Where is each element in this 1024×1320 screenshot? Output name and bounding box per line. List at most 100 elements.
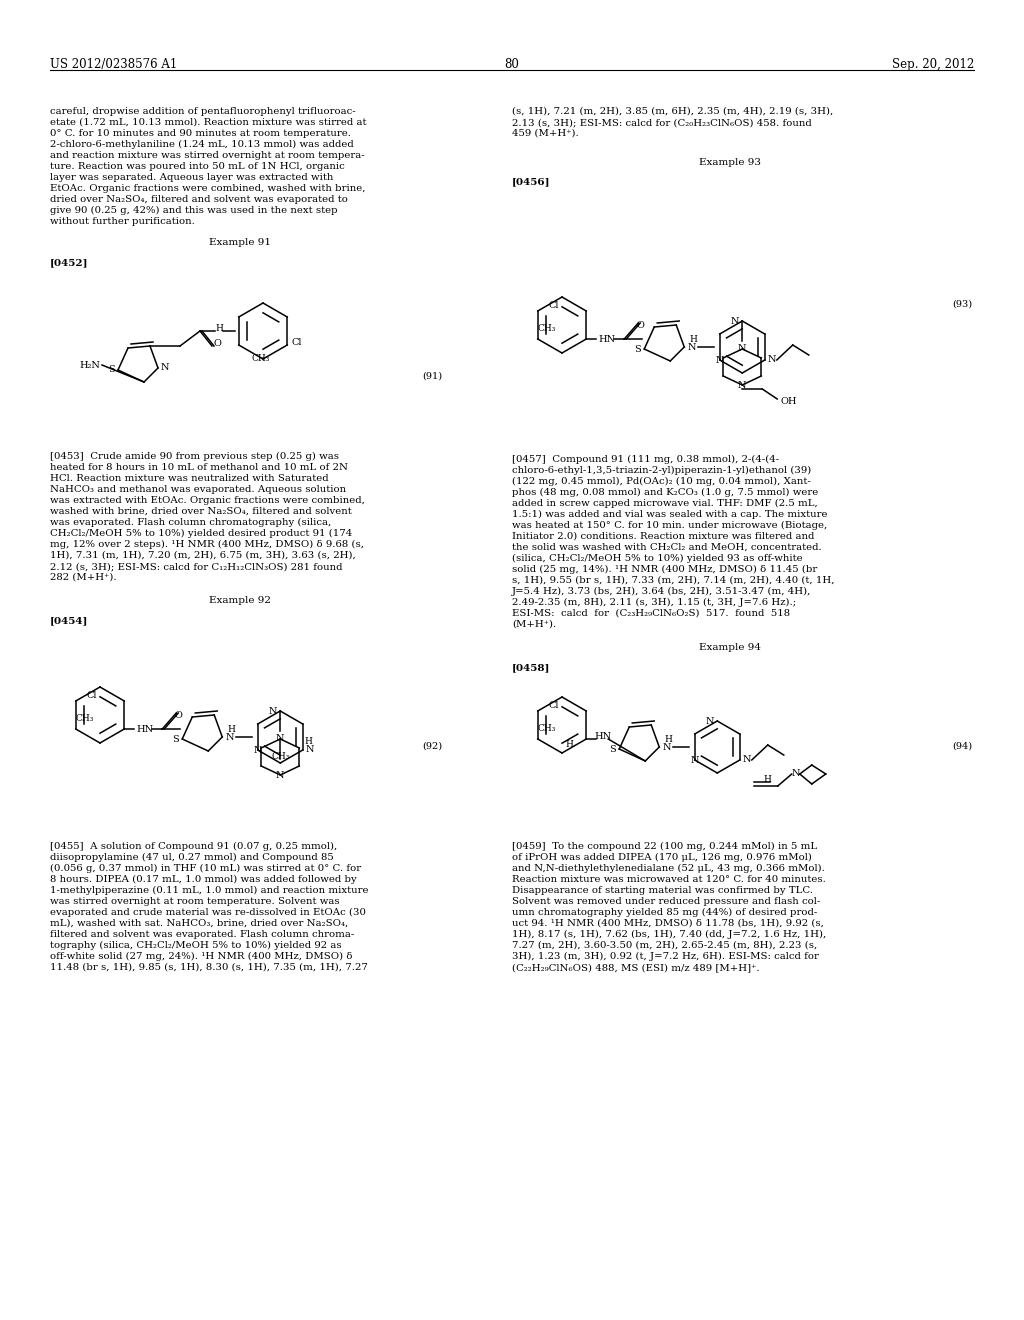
Text: N: N — [268, 706, 278, 715]
Text: phos (48 mg, 0.08 mmol) and K₂CO₃ (1.0 g, 7.5 mmol) were: phos (48 mg, 0.08 mmol) and K₂CO₃ (1.0 g… — [512, 488, 818, 498]
Text: CH₃: CH₃ — [538, 723, 556, 733]
Text: Example 92: Example 92 — [209, 597, 271, 605]
Text: N: N — [706, 717, 715, 726]
Text: 459 (M+H⁺).: 459 (M+H⁺). — [512, 129, 579, 139]
Text: O: O — [213, 339, 221, 348]
Text: N: N — [690, 756, 699, 766]
Text: N: N — [254, 746, 262, 755]
Text: uct 94. ¹H NMR (400 MHz, DMSO) δ 11.78 (bs, 1H), 9.92 (s,: uct 94. ¹H NMR (400 MHz, DMSO) δ 11.78 (… — [512, 919, 824, 928]
Text: ture. Reaction was poured into 50 mL of 1N HCl, organic: ture. Reaction was poured into 50 mL of … — [50, 162, 345, 172]
Text: N: N — [276, 734, 285, 743]
Text: Reaction mixture was microwaved at 120° C. for 40 minutes.: Reaction mixture was microwaved at 120° … — [512, 875, 826, 884]
Text: [0452]: [0452] — [50, 257, 88, 267]
Text: evaporated and crude material was re-dissolved in EtOAc (30: evaporated and crude material was re-dis… — [50, 908, 366, 917]
Text: was extracted with EtOAc. Organic fractions were combined,: was extracted with EtOAc. Organic fracti… — [50, 496, 365, 506]
Text: solid (25 mg, 14%). ¹H NMR (400 MHz, DMSO) δ 11.45 (br: solid (25 mg, 14%). ¹H NMR (400 MHz, DMS… — [512, 565, 817, 574]
Text: H: H — [689, 335, 697, 345]
Text: washed with brine, dried over Na₂SO₄, filtered and solvent: washed with brine, dried over Na₂SO₄, fi… — [50, 507, 352, 516]
Text: S: S — [172, 734, 179, 743]
Text: ESI-MS:  calcd  for  (C₂₃H₂₉ClN₆O₂S)  517.  found  518: ESI-MS: calcd for (C₂₃H₂₉ClN₆O₂S) 517. f… — [512, 609, 791, 618]
Text: N: N — [276, 771, 285, 780]
Text: Example 94: Example 94 — [699, 643, 761, 652]
Text: etate (1.72 mL, 10.13 mmol). Reaction mixture was stirred at: etate (1.72 mL, 10.13 mmol). Reaction mi… — [50, 117, 367, 127]
Text: (M+H⁺).: (M+H⁺). — [512, 620, 556, 630]
Text: filtered and solvent was evaporated. Flash column chroma-: filtered and solvent was evaporated. Fla… — [50, 931, 354, 939]
Text: H: H — [565, 741, 572, 748]
Text: chloro-6-ethyl-1,3,5-triazin-2-yl)piperazin-1-yl)ethanol (39): chloro-6-ethyl-1,3,5-triazin-2-yl)pipera… — [512, 466, 811, 475]
Text: N: N — [161, 363, 170, 372]
Text: tography (silica, CH₂Cl₂/MeOH 5% to 10%) yielded 92 as: tography (silica, CH₂Cl₂/MeOH 5% to 10%)… — [50, 941, 342, 950]
Text: (92): (92) — [422, 742, 442, 751]
Text: CH₃: CH₃ — [252, 354, 270, 363]
Text: O: O — [636, 321, 644, 330]
Text: and reaction mixture was stirred overnight at room tempera-: and reaction mixture was stirred overnig… — [50, 150, 365, 160]
Text: (C₂₂H₂₉ClN₆OS) 488, MS (ESI) m/z 489 [M+H]⁺.: (C₂₂H₂₉ClN₆OS) 488, MS (ESI) m/z 489 [M+… — [512, 964, 760, 972]
Text: H: H — [227, 725, 236, 734]
Text: O: O — [174, 711, 182, 719]
Text: N: N — [716, 356, 724, 366]
Text: umn chromatography yielded 85 mg (44%) of desired prod-: umn chromatography yielded 85 mg (44%) o… — [512, 908, 817, 917]
Text: dried over Na₂SO₄, filtered and solvent was evaporated to: dried over Na₂SO₄, filtered and solvent … — [50, 195, 348, 205]
Text: Sep. 20, 2012: Sep. 20, 2012 — [892, 58, 974, 71]
Text: [0456]: [0456] — [512, 177, 551, 186]
Text: give 90 (0.25 g, 42%) and this was used in the next step: give 90 (0.25 g, 42%) and this was used … — [50, 206, 338, 215]
Text: off-white solid (27 mg, 24%). ¹H NMR (400 MHz, DMSO) δ: off-white solid (27 mg, 24%). ¹H NMR (40… — [50, 952, 352, 961]
Text: H: H — [764, 775, 772, 784]
Text: [0455]  A solution of Compound 91 (0.07 g, 0.25 mmol),: [0455] A solution of Compound 91 (0.07 g… — [50, 842, 337, 851]
Text: Cl: Cl — [549, 301, 559, 310]
Text: mg, 12% over 2 steps). ¹H NMR (400 MHz, DMSO) δ 9.68 (s,: mg, 12% over 2 steps). ¹H NMR (400 MHz, … — [50, 540, 364, 549]
Text: CH₂Cl₂/MeOH 5% to 10%) yielded desired product 91 (174: CH₂Cl₂/MeOH 5% to 10%) yielded desired p… — [50, 529, 352, 539]
Text: [0458]: [0458] — [512, 663, 550, 672]
Text: careful, dropwise addition of pentafluorophenyl trifluoroac-: careful, dropwise addition of pentafluor… — [50, 107, 355, 116]
Text: S: S — [109, 366, 115, 375]
Text: was stirred overnight at room temperature. Solvent was: was stirred overnight at room temperatur… — [50, 898, 340, 906]
Text: without further purification.: without further purification. — [50, 216, 195, 226]
Text: 0° C. for 10 minutes and 90 minutes at room temperature.: 0° C. for 10 minutes and 90 minutes at r… — [50, 129, 351, 139]
Text: (s, 1H), 7.21 (m, 2H), 3.85 (m, 6H), 2.35 (m, 4H), 2.19 (s, 3H),: (s, 1H), 7.21 (m, 2H), 3.85 (m, 6H), 2.3… — [512, 107, 834, 116]
Text: N: N — [306, 746, 314, 755]
Text: 1.5:1) was added and vial was sealed with a cap. The mixture: 1.5:1) was added and vial was sealed wit… — [512, 510, 827, 519]
Text: CH₃: CH₃ — [76, 714, 94, 723]
Text: N: N — [738, 381, 746, 389]
Text: CH₃: CH₃ — [271, 752, 290, 762]
Text: 1-methylpiperazine (0.11 mL, 1.0 mmol) and reaction mixture: 1-methylpiperazine (0.11 mL, 1.0 mmol) a… — [50, 886, 369, 895]
Text: Cl: Cl — [86, 690, 97, 700]
Text: 282 (M+H⁺).: 282 (M+H⁺). — [50, 573, 117, 582]
Text: [0457]  Compound 91 (111 mg, 0.38 mmol), 2-(4-(4-: [0457] Compound 91 (111 mg, 0.38 mmol), … — [512, 455, 779, 465]
Text: Solvent was removed under reduced pressure and flash col-: Solvent was removed under reduced pressu… — [512, 898, 820, 906]
Text: H: H — [305, 737, 312, 746]
Text: 1H), 8.17 (s, 1H), 7.62 (bs, 1H), 7.40 (dd, J=7.2, 1.6 Hz, 1H),: 1H), 8.17 (s, 1H), 7.62 (bs, 1H), 7.40 (… — [512, 931, 826, 939]
Text: 8 hours. DIPEA (0.17 mL, 1.0 mmol) was added followed by: 8 hours. DIPEA (0.17 mL, 1.0 mmol) was a… — [50, 875, 356, 884]
Text: HN: HN — [136, 726, 154, 734]
Text: J=5.4 Hz), 3.73 (bs, 2H), 3.64 (bs, 2H), 3.51-3.47 (m, 4H),: J=5.4 Hz), 3.73 (bs, 2H), 3.64 (bs, 2H),… — [512, 587, 811, 597]
Text: added in screw capped microwave vial. THF: DMF (2.5 mL,: added in screw capped microwave vial. TH… — [512, 499, 818, 508]
Text: [0453]  Crude amide 90 from previous step (0.25 g) was: [0453] Crude amide 90 from previous step… — [50, 451, 339, 461]
Text: N: N — [738, 345, 746, 352]
Text: of iPrOH was added DIPEA (170 μL, 126 mg, 0.976 mMol): of iPrOH was added DIPEA (170 μL, 126 mg… — [512, 853, 812, 862]
Text: 80: 80 — [505, 58, 519, 71]
Text: N: N — [225, 733, 233, 742]
Text: H₂N: H₂N — [79, 360, 100, 370]
Text: HCl. Reaction mixture was neutralized with Saturated: HCl. Reaction mixture was neutralized wi… — [50, 474, 329, 483]
Text: [0459]  To the compound 22 (100 mg, 0.244 mMol) in 5 mL: [0459] To the compound 22 (100 mg, 0.244… — [512, 842, 817, 851]
Text: S: S — [609, 744, 616, 754]
Text: s, 1H), 9.55 (br s, 1H), 7.33 (m, 2H), 7.14 (m, 2H), 4.40 (t, 1H,: s, 1H), 9.55 (br s, 1H), 7.33 (m, 2H), 7… — [512, 576, 835, 585]
Text: 2-chloro-6-methylaniline (1.24 mL, 10.13 mmol) was added: 2-chloro-6-methylaniline (1.24 mL, 10.13… — [50, 140, 353, 149]
Text: Example 93: Example 93 — [699, 158, 761, 168]
Text: layer was separated. Aqueous layer was extracted with: layer was separated. Aqueous layer was e… — [50, 173, 334, 182]
Text: Cl: Cl — [291, 338, 302, 347]
Text: diisopropylamine (47 ul, 0.27 mmol) and Compound 85: diisopropylamine (47 ul, 0.27 mmol) and … — [50, 853, 334, 862]
Text: (silica, CH₂Cl₂/MeOH 5% to 10%) yielded 93 as off-white: (silica, CH₂Cl₂/MeOH 5% to 10%) yielded … — [512, 554, 803, 564]
Text: S: S — [635, 345, 641, 354]
Text: N: N — [792, 770, 800, 779]
Text: N: N — [768, 355, 776, 364]
Text: HN: HN — [594, 733, 611, 741]
Text: the solid was washed with CH₂Cl₂ and MeOH, concentrated.: the solid was washed with CH₂Cl₂ and MeO… — [512, 543, 821, 552]
Text: Cl: Cl — [549, 701, 559, 710]
Text: CH₃: CH₃ — [538, 323, 556, 333]
Text: 3H), 1.23 (m, 3H), 0.92 (t, J=7.2 Hz, 6H). ESI-MS: calcd for: 3H), 1.23 (m, 3H), 0.92 (t, J=7.2 Hz, 6H… — [512, 952, 819, 961]
Text: N: N — [731, 317, 739, 326]
Text: OH: OH — [780, 396, 797, 405]
Text: 2.13 (s, 3H); ESI-MS: calcd for (C₂₀H₂₃ClN₆OS) 458. found: 2.13 (s, 3H); ESI-MS: calcd for (C₂₀H₂₃C… — [512, 117, 812, 127]
Text: HN: HN — [598, 335, 615, 345]
